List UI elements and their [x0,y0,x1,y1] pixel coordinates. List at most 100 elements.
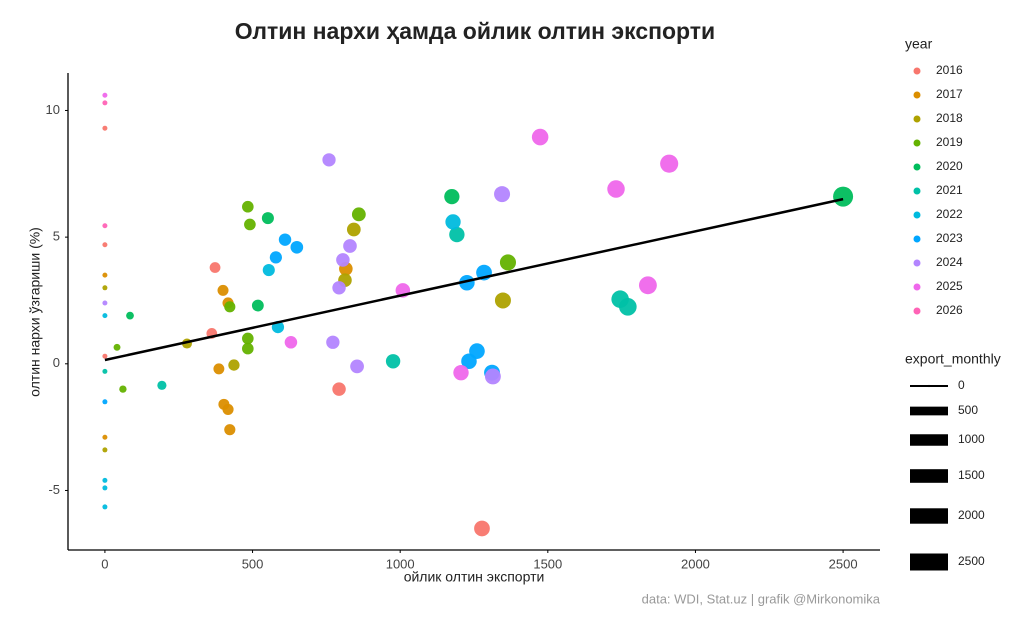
point [242,342,254,355]
point [351,207,366,222]
size-legend-label: 1000 [958,432,985,446]
point [102,223,108,229]
size-legend-label: 2000 [958,508,985,522]
point [262,264,275,277]
legend-label: 2016 [936,63,963,77]
point [833,186,854,207]
point [102,125,108,131]
point [102,300,108,306]
point [209,262,221,273]
point [449,226,465,243]
point [459,274,475,291]
legend-label: 2023 [936,231,963,245]
point [102,447,108,453]
point [126,311,134,320]
point [350,359,364,374]
legend-label: 2020 [936,159,963,173]
x-tick-label: 2500 [829,556,858,571]
point [469,343,485,359]
point [619,297,637,316]
point [102,399,108,405]
x-tick-label: 2000 [681,556,710,571]
legend-swatch [913,67,921,75]
point [224,424,236,436]
point [102,313,108,319]
point [444,188,460,205]
point [102,242,108,248]
point [326,335,340,349]
legend-label: 2017 [936,87,963,101]
size-legend-dot [927,384,931,388]
point [343,239,357,253]
chart-title: Олтин нархи ҳамда ойлик олтин экспорти [235,18,715,44]
legend-label: 2022 [936,207,963,221]
point [336,253,350,267]
legend-label: 2025 [936,279,963,293]
point [322,153,336,167]
point [242,332,254,345]
legend-swatch [913,115,921,123]
caption: data: WDI, Stat.uz | grafik @Mirkonomika [642,591,881,606]
legend-title: year [905,36,933,52]
y-axis-label: олтин нархи ўзгариши (%) [27,227,43,397]
legend-swatch [913,163,921,171]
point [102,285,108,291]
point [244,218,256,231]
point [346,222,361,237]
legend-swatch [913,187,921,195]
size-legend-title: export_monthly [905,351,1001,367]
size-legend-label: 2500 [958,554,985,568]
point [332,281,346,295]
legend-label: 2021 [936,183,963,197]
legend-label: 2026 [936,303,963,317]
point [102,485,108,491]
y-tick-label: 10 [46,102,60,117]
point [474,520,490,537]
size-legend-dot [925,436,933,444]
point [453,364,469,381]
point [261,212,274,225]
x-tick-label: 1000 [386,556,415,571]
point [284,336,298,349]
legend-label: 2024 [936,255,963,269]
point [278,233,292,246]
size-legend-label: 500 [958,403,978,417]
point [660,154,679,173]
point [499,254,516,271]
point [228,359,240,371]
point [102,477,108,483]
point [531,128,549,146]
size-legend-dot [925,472,933,480]
point [213,363,225,375]
point [102,272,108,278]
x-tick-label: 500 [242,556,264,571]
y-tick-label: 5 [53,229,60,244]
point [251,299,264,312]
point [494,186,511,203]
point [222,403,234,415]
legend-swatch [913,139,921,147]
legend-swatch [913,259,921,267]
x-tick-label: 0 [101,556,108,571]
point [102,368,108,374]
point [119,385,127,393]
point [445,214,461,230]
point [102,504,108,510]
point [269,251,282,264]
size-legend-label: 1500 [958,468,985,482]
point [102,92,108,98]
legend-label: 2018 [936,111,963,125]
point [494,292,511,309]
point [607,180,625,198]
trend-line [104,197,844,362]
point [102,353,108,359]
legend-label: 2019 [936,135,963,149]
legend-swatch [913,283,921,291]
point [290,240,304,254]
point [332,382,346,396]
size-legend-dot [924,557,934,567]
legend-swatch [913,235,921,243]
y-tick-label: -5 [48,482,60,497]
point [638,276,657,295]
